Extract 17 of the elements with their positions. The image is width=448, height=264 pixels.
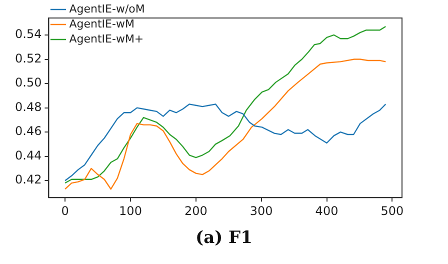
x-tick-label: 200 [184,204,208,218]
y-tick-label: 0.54 [15,27,42,42]
x-tick-label: 300 [250,204,273,218]
x-tick-label: 100 [119,204,142,218]
legend-label: AgentIE-wM [69,17,134,30]
y-tick-label: 0.44 [15,148,42,162]
legend-label: AgentIE-w/oM [69,2,145,16]
x-tick-label: 500 [380,204,404,218]
legend-label: AgentIE-wM+ [69,32,144,46]
y-tick-label: 0.50 [15,76,42,90]
x-tick-label: 400 [315,204,338,218]
x-tick-label: 0 [61,204,69,218]
text: (a) F1 [194,228,254,248]
y-tick-label: 0.52 [15,51,42,66]
y-tick-label: 0.42 [15,172,42,187]
y-tick-label: 0.46 [15,124,42,138]
y-tick-label: 0.48 [15,100,42,114]
